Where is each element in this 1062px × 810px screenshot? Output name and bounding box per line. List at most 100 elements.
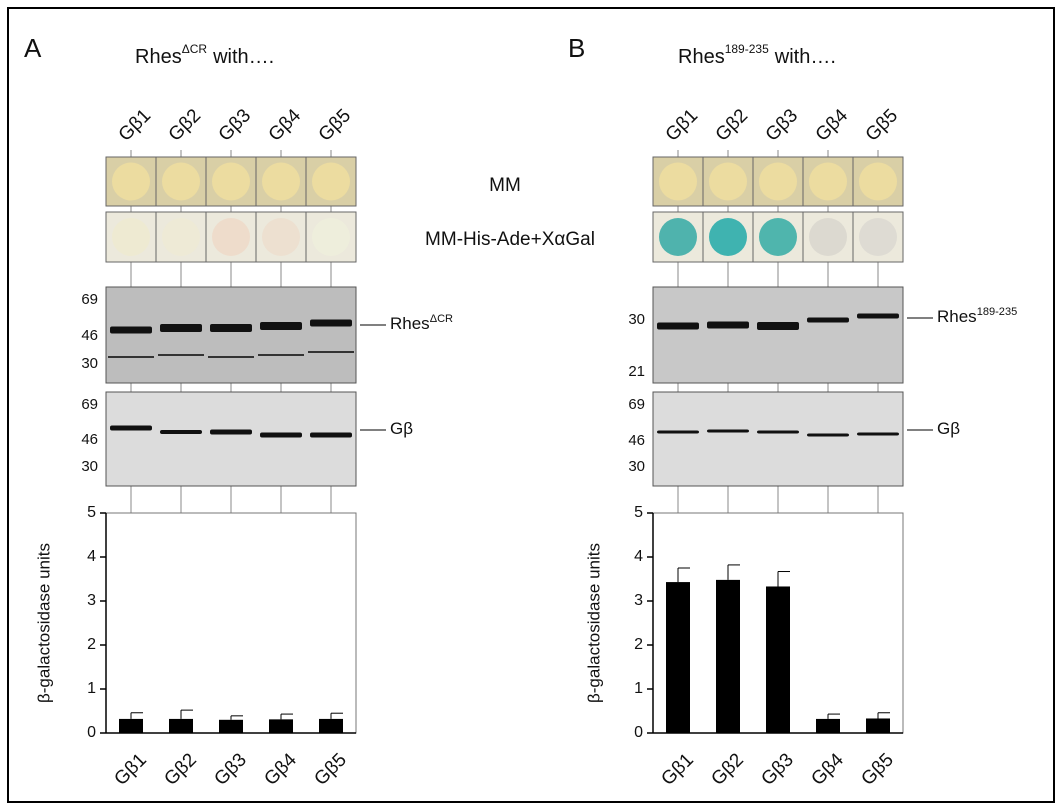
bar bbox=[119, 719, 143, 733]
title-main: Rhes bbox=[678, 46, 725, 68]
mw-marker: 30 bbox=[628, 311, 645, 328]
mw-marker: 21 bbox=[628, 363, 645, 380]
colony-spot bbox=[312, 218, 350, 256]
colony-spot bbox=[262, 163, 300, 201]
colony-spot bbox=[112, 163, 150, 201]
colony-spot bbox=[312, 163, 350, 201]
colony-spot bbox=[262, 218, 300, 256]
mw-marker: 46 bbox=[81, 431, 98, 448]
blot-band bbox=[857, 433, 899, 436]
blot-band bbox=[757, 431, 799, 434]
blot-band bbox=[757, 322, 799, 330]
blot-label-sup: 189-235 bbox=[977, 306, 1018, 318]
blot bbox=[106, 392, 356, 486]
y-tick-label: 5 bbox=[87, 504, 96, 521]
colony-spot bbox=[709, 218, 747, 256]
title-tail: with…. bbox=[212, 46, 274, 68]
bar bbox=[766, 586, 790, 733]
blot bbox=[106, 287, 356, 383]
y-tick-label: 4 bbox=[87, 548, 96, 565]
colony-spot bbox=[212, 218, 250, 256]
blot bbox=[653, 392, 903, 486]
media-label: MM-His-Ade+XαGal bbox=[425, 229, 595, 250]
colony-spot bbox=[859, 163, 897, 201]
colony-spot bbox=[759, 163, 797, 201]
y-tick-label: 1 bbox=[87, 680, 96, 697]
mw-marker: 69 bbox=[81, 291, 98, 308]
y-tick-label: 0 bbox=[634, 724, 643, 741]
blot-label: Gβ bbox=[390, 419, 413, 438]
y-tick-label: 2 bbox=[87, 636, 96, 653]
bar bbox=[269, 719, 293, 733]
title-sup: ΔCR bbox=[182, 42, 208, 56]
y-tick-label: 1 bbox=[634, 680, 643, 697]
blot-band bbox=[657, 431, 699, 434]
blot-band bbox=[310, 320, 352, 327]
blot-label-main: Gβ bbox=[390, 419, 413, 438]
blot-band bbox=[707, 430, 749, 433]
y-tick-label: 5 bbox=[634, 504, 643, 521]
panel-letter: A bbox=[24, 33, 42, 63]
bar bbox=[716, 580, 740, 733]
blot-band bbox=[108, 356, 154, 358]
bar bbox=[666, 582, 690, 733]
bar bbox=[866, 718, 890, 733]
blot-band bbox=[310, 433, 352, 438]
colony-spot bbox=[162, 163, 200, 201]
blot-band bbox=[210, 324, 252, 332]
mw-marker: 69 bbox=[81, 396, 98, 413]
mw-marker: 30 bbox=[628, 458, 645, 475]
blot-label-sup: ΔCR bbox=[430, 313, 453, 325]
blot-band bbox=[260, 433, 302, 438]
colony-spot bbox=[759, 218, 797, 256]
blot-band bbox=[807, 434, 849, 437]
colony-spot bbox=[809, 163, 847, 201]
y-axis-label: β-galactosidase units bbox=[34, 543, 53, 703]
mw-marker: 30 bbox=[81, 458, 98, 475]
colony-spot bbox=[659, 218, 697, 256]
blot-band bbox=[160, 324, 202, 332]
blot-band bbox=[158, 354, 204, 356]
blot-band bbox=[657, 323, 699, 330]
blot-label-main: Rhes bbox=[390, 314, 430, 333]
mw-marker: 46 bbox=[628, 432, 645, 449]
media-label: MM bbox=[489, 175, 521, 196]
blot-band bbox=[857, 314, 899, 319]
bar bbox=[219, 720, 243, 733]
y-tick-label: 3 bbox=[87, 592, 96, 609]
colony-spot bbox=[112, 218, 150, 256]
bar bbox=[816, 719, 840, 733]
panel-letter: B bbox=[568, 33, 585, 63]
blot-band bbox=[110, 426, 152, 431]
blot-band bbox=[260, 322, 302, 330]
y-tick-label: 2 bbox=[634, 636, 643, 653]
bar bbox=[319, 719, 343, 733]
mw-marker: 30 bbox=[81, 355, 98, 372]
y-tick-label: 0 bbox=[87, 724, 96, 741]
blot-band bbox=[210, 430, 252, 435]
colony-spot bbox=[859, 218, 897, 256]
blot-label: Gβ bbox=[937, 419, 960, 438]
colony-spot bbox=[709, 163, 747, 201]
title-main: Rhes bbox=[135, 46, 182, 68]
mw-marker: 69 bbox=[628, 396, 645, 413]
blot bbox=[653, 287, 903, 383]
title-sup: 189-235 bbox=[725, 42, 769, 56]
blot-label-main: Rhes bbox=[937, 307, 977, 326]
colony-spot bbox=[809, 218, 847, 256]
y-axis-label: β-galactosidase units bbox=[584, 543, 603, 703]
colony-spot bbox=[162, 218, 200, 256]
y-tick-label: 3 bbox=[634, 592, 643, 609]
mw-marker: 46 bbox=[81, 327, 98, 344]
colony-spot bbox=[659, 163, 697, 201]
blot-band bbox=[208, 356, 254, 358]
blot-label-main: Gβ bbox=[937, 419, 960, 438]
blot-band bbox=[160, 430, 202, 434]
blot-band bbox=[707, 322, 749, 329]
y-tick-label: 4 bbox=[634, 548, 643, 565]
title-tail: with…. bbox=[774, 46, 836, 68]
blot-band bbox=[308, 351, 354, 353]
blot-band bbox=[258, 354, 304, 356]
colony-spot bbox=[212, 163, 250, 201]
bar bbox=[169, 719, 193, 733]
